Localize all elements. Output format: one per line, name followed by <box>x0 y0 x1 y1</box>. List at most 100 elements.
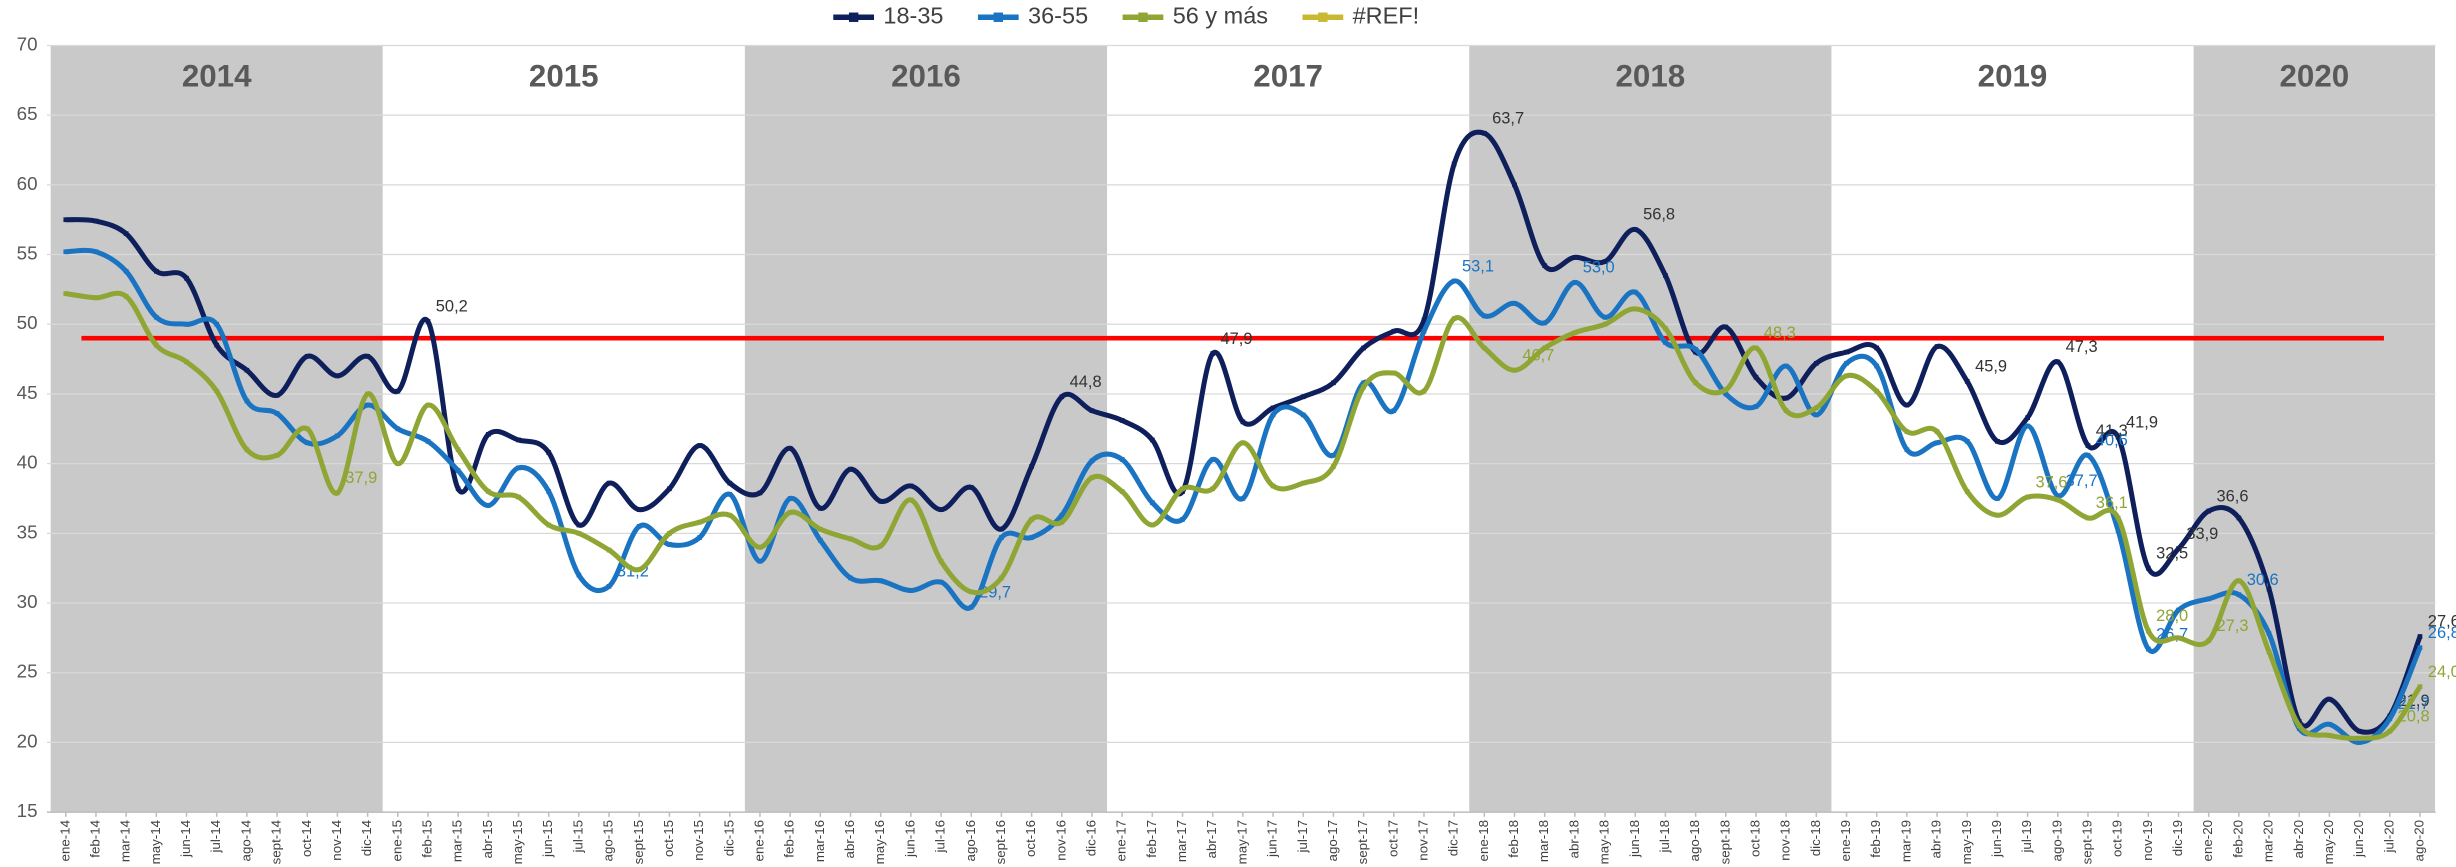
point-marker <box>1391 328 1397 334</box>
point-marker <box>1632 227 1638 232</box>
point-marker <box>636 507 642 512</box>
point-marker <box>787 510 793 515</box>
point-marker <box>2145 646 2151 652</box>
point-marker <box>1331 452 1336 458</box>
point-marker <box>1451 278 1457 284</box>
point-marker <box>1995 496 2000 501</box>
point-marker <box>485 489 491 494</box>
x-tick-label: mar-18 <box>1536 820 1551 862</box>
point-marker <box>2085 452 2091 458</box>
point-marker <box>2327 721 2332 727</box>
point-marker <box>1844 360 1849 366</box>
year-label: 2014 <box>182 59 252 94</box>
data-label: 26,8 <box>2428 624 2456 642</box>
point-marker <box>817 537 823 543</box>
point-marker <box>2115 515 2121 521</box>
x-tick-label: sept-14 <box>269 819 284 864</box>
point-marker <box>727 491 733 497</box>
point-marker <box>1481 313 1487 319</box>
point-marker <box>365 353 370 359</box>
y-tick-label: 70 <box>17 33 38 54</box>
point-marker <box>2266 631 2272 637</box>
point-marker <box>335 433 340 439</box>
x-tick-label: jul-18 <box>1657 820 1672 854</box>
point-marker <box>1995 512 2000 518</box>
point-marker <box>1844 349 1849 355</box>
x-tick-label: ago-14 <box>238 819 253 861</box>
point-marker <box>1089 475 1095 480</box>
x-tick-label: mar-16 <box>812 820 827 862</box>
x-tick-label: oct-19 <box>2110 820 2125 857</box>
x-tick-label: jul-15 <box>570 820 585 854</box>
x-tick-label: jul-16 <box>933 820 948 854</box>
data-label: 48,3 <box>1764 324 1796 342</box>
point-marker <box>667 486 672 492</box>
point-marker <box>1783 408 1789 414</box>
year-band <box>744 45 1108 813</box>
point-marker <box>1391 408 1397 414</box>
point-marker <box>1300 480 1306 486</box>
year-label: 2015 <box>529 59 599 94</box>
point-marker <box>727 480 733 486</box>
y-tick-label: 50 <box>17 312 38 333</box>
point-marker <box>1059 519 1065 525</box>
point-marker <box>1512 300 1517 306</box>
point-marker <box>1723 391 1729 397</box>
point-marker <box>485 503 491 508</box>
x-tick-label: mar-15 <box>450 820 465 862</box>
x-tick-label: jul-17 <box>1295 820 1310 854</box>
point-marker <box>787 445 793 451</box>
x-tick-label: jun-19 <box>1989 820 2004 858</box>
x-tick-label: jun-20 <box>2351 820 2366 858</box>
data-label: 30,6 <box>2247 571 2279 589</box>
point-marker <box>2206 638 2212 644</box>
point-marker <box>1270 405 1276 411</box>
point-marker <box>908 588 914 593</box>
point-marker <box>93 295 99 301</box>
x-tick-label: nov-16 <box>1053 820 1068 861</box>
x-tick-label: sept-17 <box>1355 820 1370 864</box>
point-marker <box>697 535 702 540</box>
x-tick-label: mar-14 <box>118 819 133 862</box>
point-marker <box>2206 508 2212 514</box>
point-marker <box>1361 384 1366 390</box>
point-marker <box>123 294 129 299</box>
point-marker <box>2236 578 2242 584</box>
point-marker <box>1572 254 1578 260</box>
x-tick-label: oct-15 <box>661 820 676 857</box>
point-marker <box>304 353 310 359</box>
point-marker <box>335 373 340 379</box>
point-marker <box>757 490 763 496</box>
point-marker <box>2387 728 2393 734</box>
x-tick-label: mar-17 <box>1174 820 1189 862</box>
x-tick-label: jun-14 <box>178 819 193 858</box>
x-tick-label: dic-14 <box>359 819 374 856</box>
point-marker <box>606 583 612 589</box>
year-label: 2019 <box>1978 59 2048 94</box>
x-tick-label: feb-19 <box>1868 820 1883 858</box>
x-tick-label: ago-18 <box>1687 820 1702 861</box>
point-marker <box>2236 515 2242 521</box>
point-marker <box>2296 723 2302 729</box>
point-marker <box>153 314 159 320</box>
point-marker <box>1180 517 1185 522</box>
point-marker <box>1632 306 1638 312</box>
point-marker <box>1270 483 1276 489</box>
point-marker <box>1663 326 1668 331</box>
point-marker <box>63 249 69 255</box>
point-marker <box>848 466 853 472</box>
point-marker <box>1119 418 1125 423</box>
year-band <box>2193 45 2436 813</box>
point-marker <box>1874 345 1880 351</box>
point-marker <box>757 558 763 564</box>
point-marker <box>968 484 974 490</box>
point-marker <box>1512 182 1517 188</box>
x-tick-label: ene-19 <box>1838 820 1853 861</box>
x-tick-label: feb-20 <box>2230 820 2245 858</box>
point-marker <box>1693 380 1698 386</box>
point-marker <box>365 391 370 397</box>
year-label: 2017 <box>1253 59 1323 94</box>
x-tick-label: ago-15 <box>601 820 616 861</box>
x-tick-label: ago-16 <box>963 820 978 861</box>
point-marker <box>1602 314 1608 320</box>
